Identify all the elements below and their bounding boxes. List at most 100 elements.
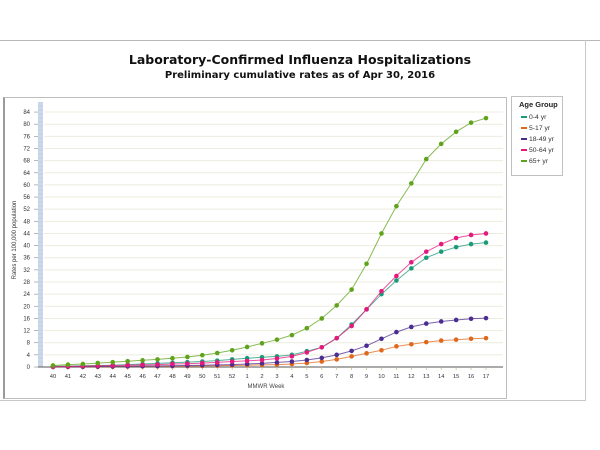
data-point[interactable] (244, 344, 250, 350)
data-point[interactable] (155, 362, 160, 367)
data-point[interactable] (379, 231, 384, 236)
data-point[interactable] (394, 278, 399, 283)
data-point[interactable] (423, 321, 429, 326)
data-point[interactable] (483, 115, 489, 121)
data-point[interactable] (110, 363, 116, 368)
legend-item-0-4[interactable]: 0-4 yr (521, 114, 546, 121)
data-point[interactable] (438, 141, 444, 147)
data-point[interactable] (379, 336, 384, 342)
data-point[interactable] (349, 348, 354, 354)
data-point[interactable] (319, 355, 325, 361)
data-point[interactable] (214, 350, 220, 356)
data-point[interactable] (259, 361, 265, 366)
legend-item-18-49[interactable]: 18-49 yr (521, 136, 554, 143)
y-tick-label: 8 (27, 341, 31, 347)
data-point[interactable] (80, 361, 86, 367)
data-point[interactable] (140, 362, 145, 368)
data-point[interactable] (468, 316, 474, 322)
data-point[interactable] (334, 303, 339, 308)
data-point[interactable] (289, 359, 295, 364)
y-tick-label: 84 (23, 110, 30, 116)
data-point[interactable] (200, 360, 205, 366)
data-point[interactable] (483, 240, 489, 245)
data-point[interactable] (244, 358, 250, 364)
data-point[interactable] (229, 359, 235, 364)
data-point[interactable] (319, 359, 325, 364)
data-point[interactable] (364, 351, 369, 356)
data-point[interactable] (483, 315, 489, 321)
data-point[interactable] (334, 335, 339, 341)
data-point[interactable] (409, 266, 414, 271)
data-point[interactable] (409, 324, 414, 330)
data-point[interactable] (453, 129, 459, 135)
legend-item-5-17[interactable]: 5-17 yr (521, 125, 550, 132)
data-point[interactable] (170, 355, 175, 361)
data-point[interactable] (438, 241, 444, 247)
data-point[interactable] (394, 329, 399, 335)
data-point[interactable] (349, 354, 354, 359)
data-point[interactable] (229, 348, 235, 353)
data-point[interactable] (304, 325, 310, 331)
legend-item-65plus[interactable]: 65+ yr (521, 158, 548, 165)
data-point[interactable] (468, 241, 474, 247)
data-point[interactable] (453, 235, 459, 241)
data-point[interactable] (468, 232, 474, 238)
data-point[interactable] (110, 359, 116, 365)
data-point[interactable] (185, 354, 190, 360)
data-point[interactable] (379, 288, 384, 294)
data-point[interactable] (483, 335, 489, 341)
data-point[interactable] (155, 357, 160, 362)
data-point[interactable] (438, 249, 444, 254)
y-tick-label: 36 (23, 256, 30, 262)
data-point[interactable] (334, 357, 339, 362)
data-point[interactable] (274, 360, 280, 365)
data-point[interactable] (349, 323, 354, 329)
data-point[interactable] (394, 203, 399, 209)
data-point[interactable] (214, 360, 220, 365)
data-point[interactable] (364, 261, 369, 267)
data-point[interactable] (423, 156, 429, 162)
data-point[interactable] (438, 319, 444, 324)
data-point[interactable] (200, 352, 205, 358)
data-point[interactable] (379, 348, 384, 353)
x-tick-label: 41 (65, 374, 71, 380)
data-point[interactable] (409, 181, 414, 186)
data-point[interactable] (140, 358, 145, 363)
legend-item-50-64[interactable]: 50-64 yr (521, 147, 554, 154)
data-point[interactable] (319, 344, 325, 350)
data-point[interactable] (423, 249, 429, 254)
data-point[interactable] (289, 354, 295, 359)
data-point[interactable] (468, 120, 474, 125)
data-point[interactable] (125, 358, 130, 364)
data-point[interactable] (289, 332, 295, 338)
data-point[interactable] (304, 350, 310, 355)
data-point[interactable] (453, 244, 459, 250)
data-point[interactable] (423, 339, 429, 345)
data-point[interactable] (423, 255, 429, 261)
data-point[interactable] (364, 307, 369, 312)
data-point[interactable] (259, 357, 265, 363)
data-point[interactable] (65, 362, 71, 367)
data-point[interactable] (453, 337, 459, 342)
data-point[interactable] (185, 361, 190, 366)
data-point[interactable] (468, 336, 474, 342)
data-point[interactable] (334, 352, 339, 358)
data-point[interactable] (483, 231, 489, 236)
data-point[interactable] (319, 316, 325, 321)
data-point[interactable] (394, 344, 399, 349)
data-point[interactable] (259, 341, 265, 346)
data-point[interactable] (349, 287, 354, 292)
data-point[interactable] (50, 363, 56, 368)
data-point[interactable] (364, 343, 369, 349)
data-point[interactable] (170, 361, 175, 367)
data-point[interactable] (274, 356, 280, 361)
data-point[interactable] (274, 337, 280, 342)
data-point[interactable] (409, 341, 414, 347)
data-point[interactable] (125, 362, 130, 368)
data-point[interactable] (95, 360, 101, 366)
data-point[interactable] (409, 259, 414, 265)
data-point[interactable] (453, 317, 459, 323)
data-point[interactable] (438, 338, 444, 343)
data-point[interactable] (394, 273, 399, 279)
data-point[interactable] (304, 357, 310, 363)
